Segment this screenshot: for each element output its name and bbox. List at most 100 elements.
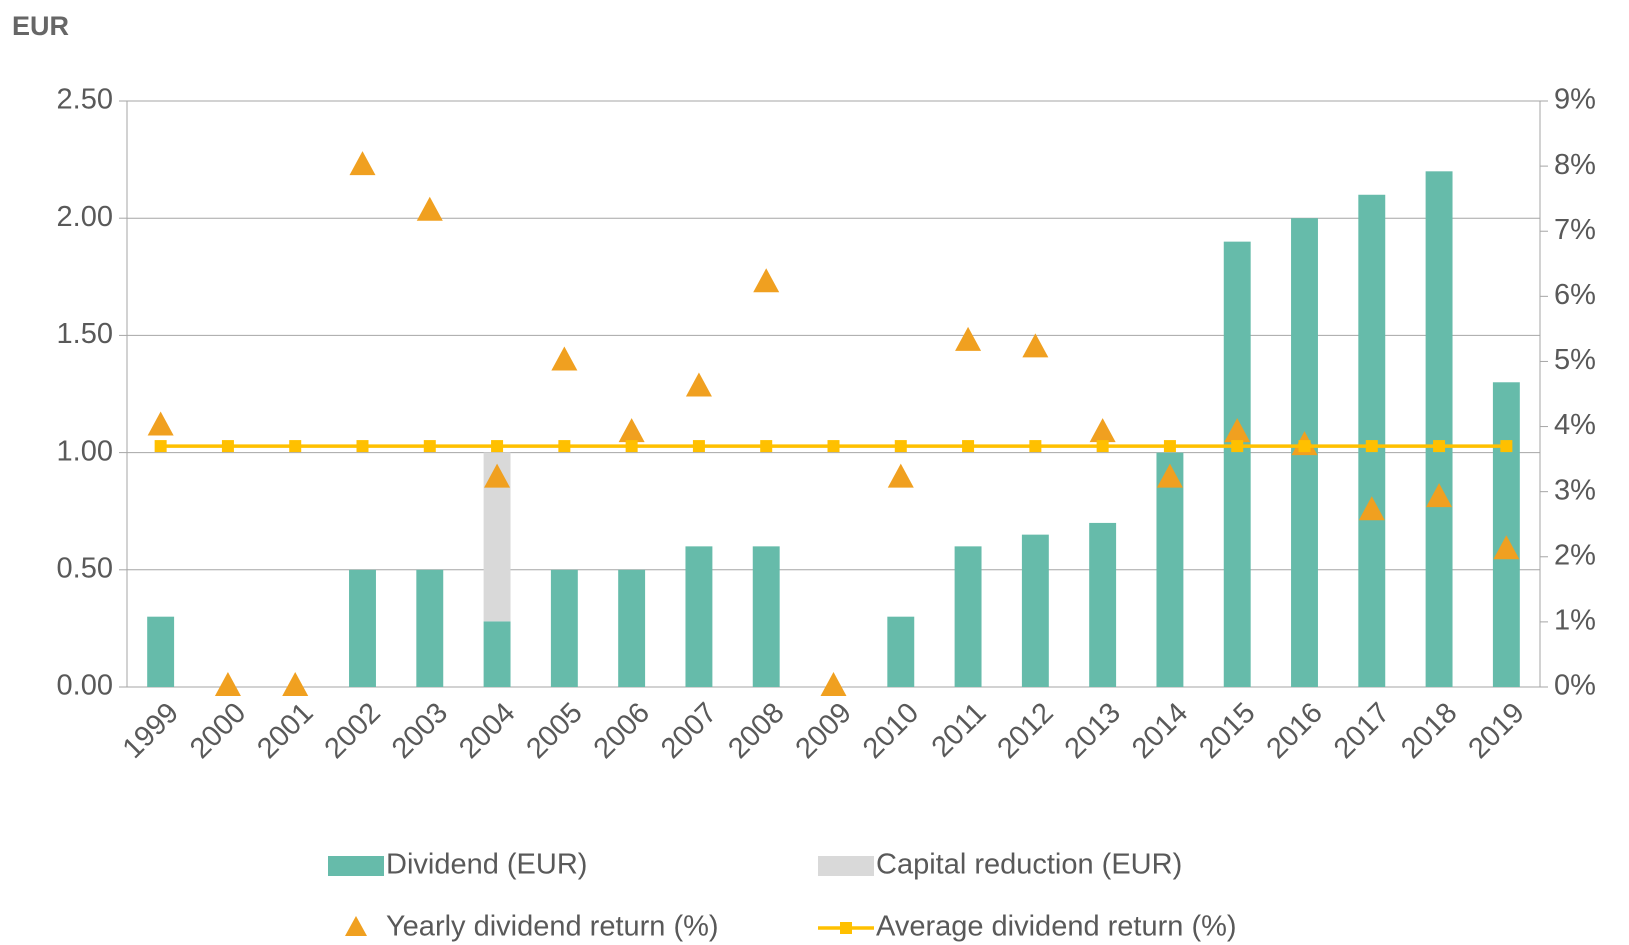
legend-swatch <box>818 856 874 876</box>
bar <box>752 546 780 687</box>
triangle-marker <box>955 326 982 351</box>
triangle-marker <box>1358 496 1385 521</box>
line-marker <box>491 440 504 453</box>
triangle-marker <box>147 411 174 436</box>
line-marker <box>1029 440 1042 453</box>
x-tick-label: 2011 <box>926 697 993 764</box>
line-marker <box>625 440 638 453</box>
y2-tick-label: 9% <box>1554 84 1596 116</box>
line-marker <box>221 440 234 453</box>
line-marker <box>827 440 840 453</box>
y-tick-label: 0.50 <box>57 552 113 584</box>
line-marker <box>692 440 705 453</box>
legend-swatch <box>328 856 384 876</box>
bar <box>618 569 646 687</box>
line-marker <box>1231 440 1244 453</box>
y2-tick-label: 7% <box>1554 214 1596 246</box>
x-tick-label: 2007 <box>655 697 723 765</box>
x-tick-label: 2006 <box>588 697 656 765</box>
bar <box>349 569 376 687</box>
x-tick-label: 2014 <box>1126 697 1194 765</box>
x-tick-label: 2015 <box>1193 697 1261 765</box>
bar <box>416 569 444 687</box>
x-tick-label: 2013 <box>1059 697 1127 765</box>
y2-tick-label: 2% <box>1554 539 1596 571</box>
x-tick-label: 2009 <box>790 697 858 765</box>
x-tick-label: 2002 <box>319 697 387 765</box>
y-tick-label: 2.00 <box>57 201 113 233</box>
triangle-marker <box>1224 418 1251 443</box>
triangle-marker <box>1089 418 1116 443</box>
y2-tick-label: 0% <box>1554 670 1596 702</box>
bar <box>1425 171 1453 687</box>
bar <box>1156 452 1184 687</box>
x-tick-label: 1999 <box>117 697 185 765</box>
triangle-marker <box>1426 483 1453 508</box>
bar <box>1223 241 1251 687</box>
triangle-marker <box>753 268 780 293</box>
line-marker <box>894 440 907 453</box>
line-marker <box>760 440 773 453</box>
line-marker <box>1433 440 1446 453</box>
triangle-marker <box>484 463 511 488</box>
bar <box>685 546 713 687</box>
triangle-marker <box>551 346 578 371</box>
triangle-marker <box>887 463 914 488</box>
line-marker <box>1298 440 1311 453</box>
x-tick-label: 2005 <box>520 697 588 765</box>
legend-label: Yearly dividend return (%) <box>386 911 719 943</box>
y-tick-label: 1.50 <box>57 318 113 350</box>
x-tick-label: 2019 <box>1462 697 1530 765</box>
y-tick-label: 0.00 <box>57 670 113 702</box>
triangle-marker <box>1493 535 1520 560</box>
triangle-marker <box>685 372 712 397</box>
line-marker <box>289 440 302 453</box>
bar <box>483 621 511 687</box>
line-marker <box>154 440 167 453</box>
legend-swatch <box>345 916 367 936</box>
line-marker <box>423 440 436 453</box>
triangle-marker <box>820 672 847 696</box>
legend-label: Dividend (EUR) <box>386 849 587 881</box>
bar <box>954 546 982 687</box>
line-marker <box>1163 440 1176 453</box>
y-tick-label: 1.00 <box>57 435 113 467</box>
triangle-marker <box>282 672 309 696</box>
legend-label: Average dividend return (%) <box>876 911 1237 943</box>
bar <box>1492 382 1520 687</box>
bar <box>1089 522 1117 687</box>
bar <box>147 616 175 687</box>
y2-tick-label: 3% <box>1554 474 1596 506</box>
x-tick-label: 2012 <box>991 697 1059 765</box>
line-marker <box>1500 440 1513 453</box>
y2-tick-label: 8% <box>1554 149 1596 181</box>
triangle-marker <box>1022 333 1049 358</box>
bar <box>550 569 578 687</box>
legend-label: Capital reduction (EUR) <box>876 849 1182 881</box>
triangle-marker <box>349 151 376 176</box>
bar <box>887 616 915 687</box>
legend-swatch <box>840 922 852 934</box>
x-tick-label: 2000 <box>184 697 252 765</box>
x-tick-label: 2003 <box>386 697 454 765</box>
triangle-marker <box>618 418 645 443</box>
triangle-marker <box>214 672 241 696</box>
x-tick-label: 2001 <box>251 697 319 765</box>
bar <box>1021 534 1049 687</box>
x-tick-label: 2017 <box>1328 697 1396 765</box>
x-tick-label: 2004 <box>453 697 521 765</box>
y-tick-label: 2.50 <box>57 84 113 116</box>
y2-tick-label: 4% <box>1554 409 1596 441</box>
triangle-marker <box>1156 463 1183 488</box>
x-tick-label: 2008 <box>722 697 790 765</box>
y2-tick-label: 1% <box>1554 605 1596 637</box>
x-tick-label: 2010 <box>857 697 925 765</box>
line-marker <box>356 440 369 453</box>
line-marker <box>1365 440 1378 453</box>
line-marker <box>1096 440 1109 453</box>
line-marker <box>558 440 571 453</box>
triangle-marker <box>416 196 443 221</box>
x-tick-label: 2018 <box>1395 697 1463 765</box>
